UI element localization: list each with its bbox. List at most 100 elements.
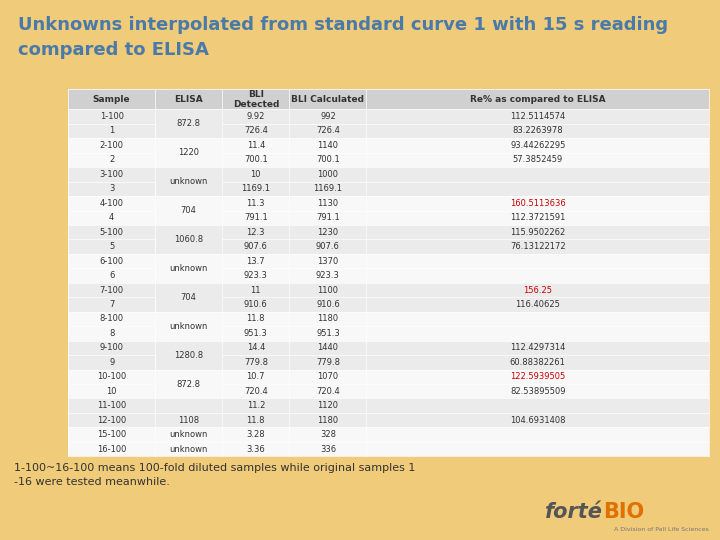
Text: 872.8: 872.8 (176, 119, 201, 129)
Text: 1180: 1180 (318, 314, 338, 323)
Text: 1060.8: 1060.8 (174, 235, 203, 244)
Text: 1169.1: 1169.1 (313, 184, 343, 193)
Text: 57.3852459: 57.3852459 (513, 156, 563, 164)
Text: 112.4297314: 112.4297314 (510, 343, 565, 353)
Text: unknown: unknown (169, 430, 208, 439)
Text: 4-100: 4-100 (99, 199, 124, 208)
Text: Sample: Sample (93, 94, 130, 104)
Text: 112.5114574: 112.5114574 (510, 112, 565, 121)
Text: unknown: unknown (169, 177, 208, 186)
Text: 4: 4 (109, 213, 114, 222)
Text: 115.9502262: 115.9502262 (510, 228, 565, 237)
Text: 10: 10 (251, 170, 261, 179)
Text: 951.3: 951.3 (244, 329, 268, 338)
Text: 11.2: 11.2 (247, 401, 265, 410)
Text: 720.4: 720.4 (244, 387, 268, 396)
Text: 907.6: 907.6 (244, 242, 268, 251)
Text: 11.8: 11.8 (246, 314, 265, 323)
Text: 122.5939505: 122.5939505 (510, 372, 565, 381)
Text: 5-100: 5-100 (99, 228, 124, 237)
Text: 10.7: 10.7 (246, 372, 265, 381)
Text: 9: 9 (109, 358, 114, 367)
Text: 336: 336 (320, 444, 336, 454)
Text: 16-100: 16-100 (97, 444, 126, 454)
Text: 700.1: 700.1 (316, 156, 340, 164)
Text: 12-100: 12-100 (97, 416, 126, 424)
Text: BIO: BIO (603, 502, 644, 522)
Text: 923.3: 923.3 (316, 271, 340, 280)
Text: 83.2263978: 83.2263978 (513, 126, 563, 136)
Text: 11.4: 11.4 (247, 141, 265, 150)
Text: 60.88382261: 60.88382261 (510, 358, 566, 367)
Text: 82.53895509: 82.53895509 (510, 387, 565, 396)
Text: 720.4: 720.4 (316, 387, 340, 396)
Text: 2-100: 2-100 (99, 141, 124, 150)
Text: 907.6: 907.6 (316, 242, 340, 251)
Text: Re% as compared to ELISA: Re% as compared to ELISA (470, 94, 606, 104)
Text: 156.25: 156.25 (523, 286, 552, 294)
Text: 93.44262295: 93.44262295 (510, 141, 565, 150)
Text: 11.8: 11.8 (246, 416, 265, 424)
Text: forté: forté (545, 502, 603, 522)
Text: unknown: unknown (169, 264, 208, 273)
Text: 10: 10 (107, 387, 117, 396)
Text: unknown: unknown (169, 322, 208, 330)
Text: 2: 2 (109, 156, 114, 164)
Text: 6-100: 6-100 (99, 256, 124, 266)
Text: 1370: 1370 (318, 256, 338, 266)
Text: 779.8: 779.8 (316, 358, 340, 367)
Text: 8-100: 8-100 (99, 314, 124, 323)
Text: 779.8: 779.8 (244, 358, 268, 367)
Text: 910.6: 910.6 (316, 300, 340, 309)
Text: 1100: 1100 (318, 286, 338, 294)
Text: 726.4: 726.4 (244, 126, 268, 136)
Text: 3.36: 3.36 (246, 444, 265, 454)
Text: 1230: 1230 (318, 228, 338, 237)
Text: 1440: 1440 (318, 343, 338, 353)
Text: 3: 3 (109, 184, 114, 193)
Text: 3-100: 3-100 (99, 170, 124, 179)
Text: 1220: 1220 (178, 148, 199, 157)
Text: 1-100~16-100 means 100-fold diluted samples while original samples 1
-16 were te: 1-100~16-100 means 100-fold diluted samp… (14, 463, 415, 487)
Text: 1169.1: 1169.1 (241, 184, 270, 193)
Text: A Division of Pall Life Sciences: A Division of Pall Life Sciences (614, 527, 709, 532)
Text: 12.3: 12.3 (246, 228, 265, 237)
Text: 704: 704 (181, 293, 197, 302)
Text: 14.4: 14.4 (247, 343, 265, 353)
Text: 1130: 1130 (318, 199, 338, 208)
Text: 704: 704 (181, 206, 197, 215)
Text: 5: 5 (109, 242, 114, 251)
Text: Unknowns interpolated from standard curve 1 with 15 s reading
compared to ELISA: Unknowns interpolated from standard curv… (18, 16, 668, 59)
Text: BLI Calculated: BLI Calculated (292, 94, 364, 104)
Text: 923.3: 923.3 (244, 271, 268, 280)
Text: 791.1: 791.1 (244, 213, 268, 222)
Text: 1280.8: 1280.8 (174, 350, 203, 360)
Text: 791.1: 791.1 (316, 213, 340, 222)
Text: 112.3721591: 112.3721591 (510, 213, 565, 222)
Text: 951.3: 951.3 (316, 329, 340, 338)
Text: 116.40625: 116.40625 (516, 300, 560, 309)
Text: 726.4: 726.4 (316, 126, 340, 136)
Text: Fast. Accurate. EASY.: Fast. Accurate. EASY. (15, 510, 163, 523)
Text: 7-100: 7-100 (99, 286, 124, 294)
Text: 910.6: 910.6 (244, 300, 268, 309)
Text: 10-100: 10-100 (97, 372, 126, 381)
Text: 9-100: 9-100 (99, 343, 124, 353)
Text: 1140: 1140 (318, 141, 338, 150)
Text: 1108: 1108 (178, 416, 199, 424)
Text: 6: 6 (109, 271, 114, 280)
Text: 1000: 1000 (318, 170, 338, 179)
Text: 160.5113636: 160.5113636 (510, 199, 566, 208)
Text: ELISA: ELISA (174, 94, 203, 104)
Text: unknown: unknown (169, 444, 208, 454)
Text: 3.28: 3.28 (246, 430, 265, 439)
Text: 76.13122172: 76.13122172 (510, 242, 566, 251)
Text: 104.6931408: 104.6931408 (510, 416, 565, 424)
Text: 13.7: 13.7 (246, 256, 265, 266)
Text: 11: 11 (251, 286, 261, 294)
Text: 11-100: 11-100 (97, 401, 126, 410)
Text: 328: 328 (320, 430, 336, 439)
Text: 8: 8 (109, 329, 114, 338)
Text: 700.1: 700.1 (244, 156, 268, 164)
Text: 11.3: 11.3 (246, 199, 265, 208)
